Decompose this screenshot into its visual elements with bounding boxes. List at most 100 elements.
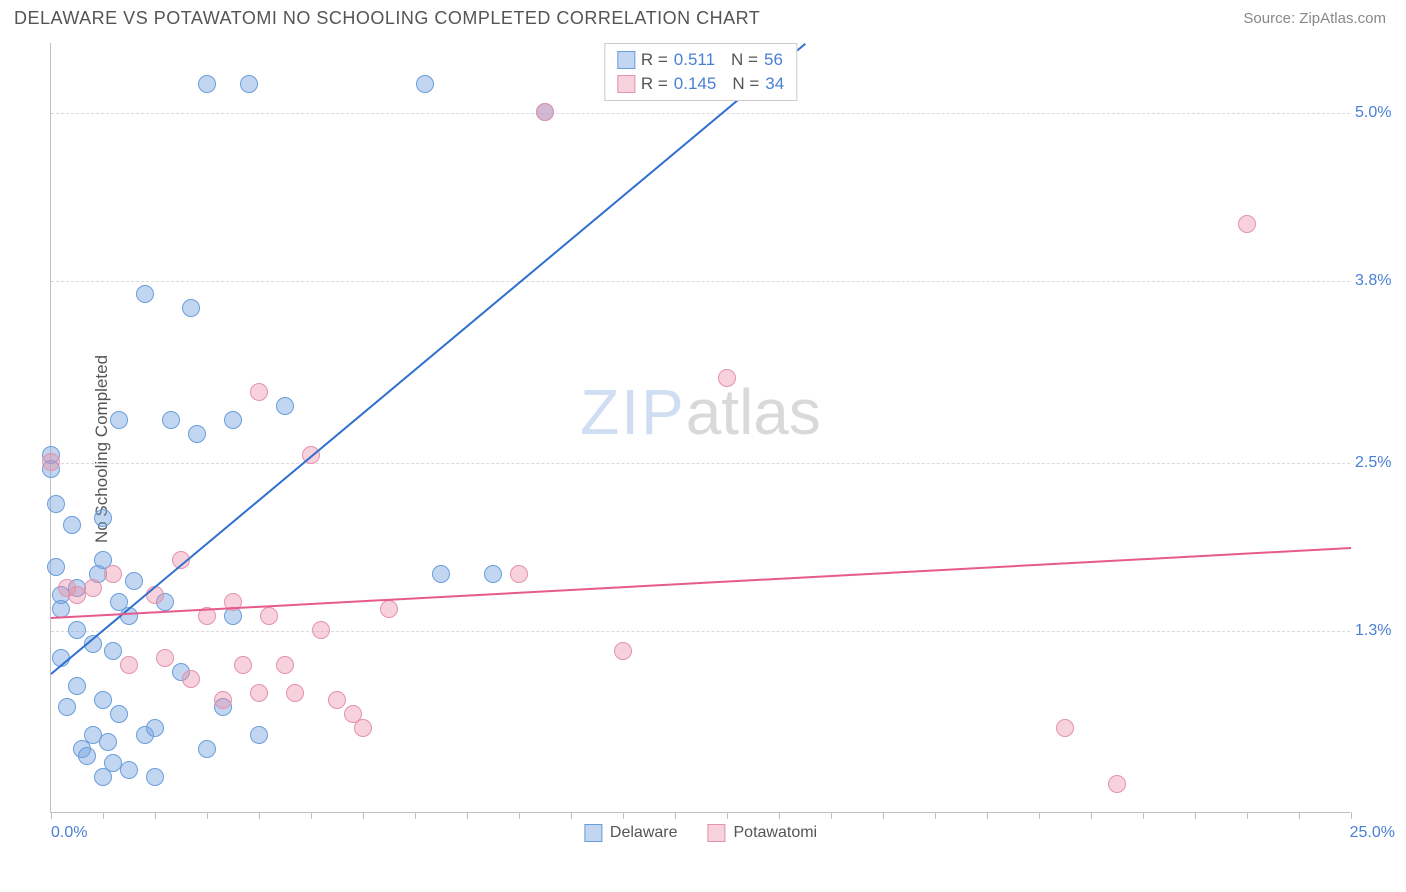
x-axis-min-label: 0.0% (51, 824, 87, 842)
data-point[interactable] (286, 684, 304, 702)
trend-line (51, 547, 1351, 619)
swatch-delaware-icon (617, 51, 635, 69)
data-point[interactable] (380, 600, 398, 618)
data-point[interactable] (110, 411, 128, 429)
x-tick (415, 812, 416, 819)
data-point[interactable] (198, 740, 216, 758)
data-point[interactable] (182, 299, 200, 317)
x-tick (363, 812, 364, 819)
x-tick (623, 812, 624, 819)
data-point[interactable] (78, 747, 96, 765)
data-point[interactable] (234, 656, 252, 674)
data-point[interactable] (328, 691, 346, 709)
stat-n-label-0: N = (731, 50, 758, 70)
x-tick (779, 812, 780, 819)
swatch-potawatomi-icon (617, 75, 635, 93)
data-point[interactable] (1238, 215, 1256, 233)
data-point[interactable] (146, 768, 164, 786)
data-point[interactable] (120, 656, 138, 674)
data-point[interactable] (68, 677, 86, 695)
legend-stats: R = 0.511 N = 56 R = 0.145 N = 34 (604, 43, 797, 101)
x-tick (727, 812, 728, 819)
x-tick (467, 812, 468, 819)
x-tick (1299, 812, 1300, 819)
data-point[interactable] (156, 649, 174, 667)
x-tick (103, 812, 104, 819)
data-point[interactable] (198, 75, 216, 93)
stat-r-label-0: R = (641, 50, 668, 70)
data-point[interactable] (94, 509, 112, 527)
data-point[interactable] (104, 642, 122, 660)
data-point[interactable] (224, 411, 242, 429)
legend-stats-row-1: R = 0.145 N = 34 (617, 72, 784, 96)
x-tick (1091, 812, 1092, 819)
chart-header: DELAWARE VS POTAWATOMI NO SCHOOLING COMP… (0, 0, 1406, 33)
y-tick-label: 1.3% (1355, 622, 1400, 640)
data-point[interactable] (162, 411, 180, 429)
x-tick (51, 812, 52, 819)
x-tick (1195, 812, 1196, 819)
data-point[interactable] (1056, 719, 1074, 737)
x-tick (155, 812, 156, 819)
data-point[interactable] (312, 621, 330, 639)
data-point[interactable] (250, 684, 268, 702)
data-point[interactable] (260, 607, 278, 625)
y-tick-label: 5.0% (1355, 104, 1400, 122)
data-point[interactable] (1108, 775, 1126, 793)
x-tick (675, 812, 676, 819)
data-point[interactable] (63, 516, 81, 534)
data-point[interactable] (250, 726, 268, 744)
data-point[interactable] (214, 691, 232, 709)
data-point[interactable] (182, 670, 200, 688)
data-point[interactable] (484, 565, 502, 583)
stat-r-value-1: 0.145 (674, 74, 717, 94)
x-axis-max-label: 25.0% (1350, 824, 1395, 842)
legend-label-delaware: Delaware (610, 824, 678, 842)
data-point[interactable] (276, 656, 294, 674)
watermark-atlas: atlas (686, 376, 821, 448)
data-point[interactable] (42, 453, 60, 471)
data-point[interactable] (510, 565, 528, 583)
data-point[interactable] (276, 397, 294, 415)
data-point[interactable] (68, 621, 86, 639)
data-point[interactable] (47, 558, 65, 576)
data-point[interactable] (146, 719, 164, 737)
data-point[interactable] (58, 698, 76, 716)
chart-container: No Schooling Completed ZIPatlas R = 0.51… (0, 33, 1406, 865)
data-point[interactable] (536, 103, 554, 121)
data-point[interactable] (120, 761, 138, 779)
data-point[interactable] (94, 691, 112, 709)
trend-line (50, 43, 805, 675)
data-point[interactable] (188, 425, 206, 443)
watermark-zip: ZIP (580, 376, 686, 448)
data-point[interactable] (718, 369, 736, 387)
source-link[interactable]: ZipAtlas.com (1299, 10, 1386, 27)
data-point[interactable] (146, 586, 164, 604)
swatch-potawatomi-bottom-icon (708, 824, 726, 842)
data-point[interactable] (416, 75, 434, 93)
data-point[interactable] (99, 733, 117, 751)
data-point[interactable] (104, 565, 122, 583)
data-point[interactable] (125, 572, 143, 590)
gridline (51, 463, 1350, 464)
data-point[interactable] (47, 495, 65, 513)
data-point[interactable] (84, 579, 102, 597)
legend-item-delaware[interactable]: Delaware (584, 824, 678, 842)
legend-item-potawatomi[interactable]: Potawatomi (708, 824, 818, 842)
x-tick (259, 812, 260, 819)
data-point[interactable] (110, 705, 128, 723)
stat-n-value-1: 34 (765, 74, 784, 94)
data-point[interactable] (136, 285, 154, 303)
data-point[interactable] (432, 565, 450, 583)
legend-stats-row-0: R = 0.511 N = 56 (617, 48, 784, 72)
data-point[interactable] (240, 75, 258, 93)
stat-r-label-1: R = (641, 74, 668, 94)
data-point[interactable] (354, 719, 372, 737)
y-tick-label: 2.5% (1355, 454, 1400, 472)
x-tick (935, 812, 936, 819)
chart-title: DELAWARE VS POTAWATOMI NO SCHOOLING COMP… (14, 8, 760, 29)
data-point[interactable] (250, 383, 268, 401)
x-tick (1247, 812, 1248, 819)
data-point[interactable] (614, 642, 632, 660)
x-tick (987, 812, 988, 819)
